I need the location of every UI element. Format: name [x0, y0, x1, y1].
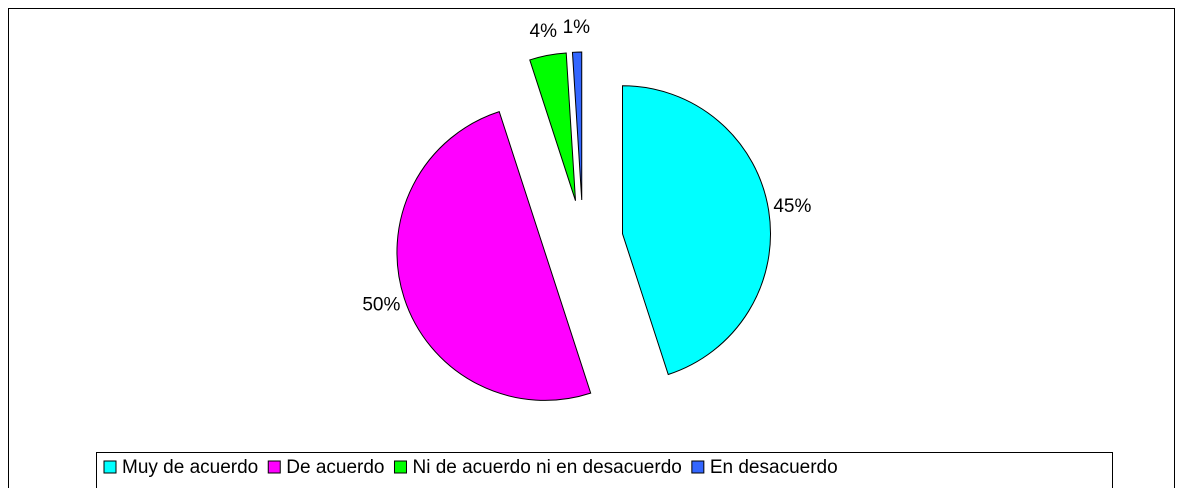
data-label: 45%: [773, 196, 811, 217]
pie-slice: [622, 85, 771, 376]
legend-box: [96, 452, 1113, 488]
pie-slice: [571, 51, 583, 201]
legend-swatch: [103, 460, 117, 474]
legend-swatch: [691, 460, 705, 474]
legend-label: Ni de acuerdo ni en desacuerdo: [412, 457, 681, 478]
legend-swatch: [393, 460, 407, 474]
legend-label: Muy de acuerdo: [122, 457, 258, 478]
pie-slice: [529, 52, 577, 201]
legend-label: En desacuerdo: [710, 457, 838, 478]
chart-frame: [8, 8, 1175, 488]
data-label: 50%: [362, 295, 400, 316]
data-label: 4%: [530, 21, 558, 42]
legend-label: De acuerdo: [286, 457, 384, 478]
data-label: 1%: [563, 17, 591, 38]
legend-swatch: [267, 460, 281, 474]
pie-slice: [396, 110, 592, 401]
